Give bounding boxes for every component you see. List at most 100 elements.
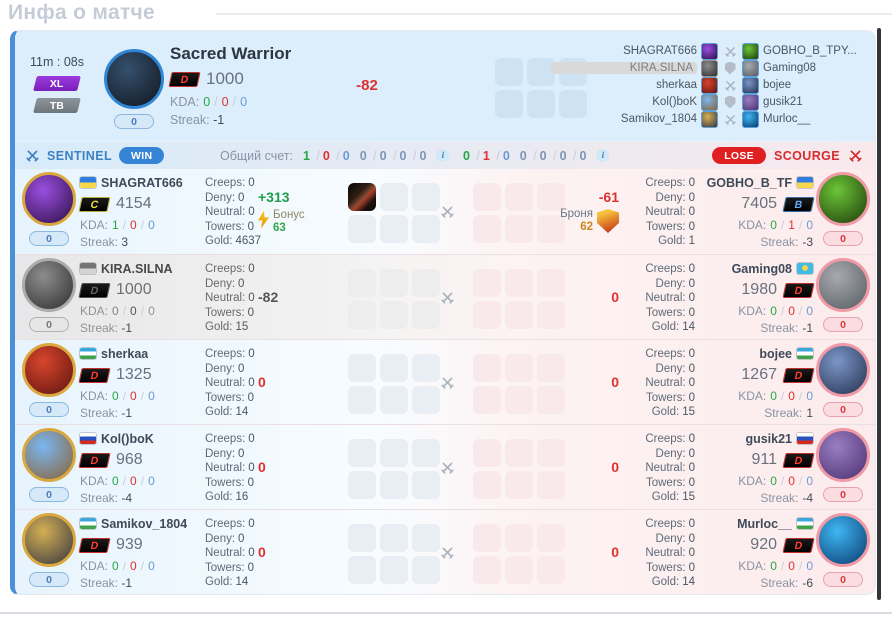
player-name[interactable]: KIRA.SILNA	[101, 261, 173, 276]
scrollbar[interactable]	[877, 28, 881, 600]
roster-player-name[interactable]: Kol()boK	[652, 96, 697, 108]
player-stats: Creeps: 0 Deny: 0 Neutral: 0 Towers: 0 Gold:…	[645, 263, 695, 333]
shield-icon	[724, 95, 736, 109]
item-slot	[473, 215, 501, 243]
sentinel-extra-score: 0000	[360, 149, 427, 163]
country-flag-icon	[797, 263, 813, 274]
player-avatar[interactable]	[816, 513, 870, 567]
item-slots	[473, 354, 565, 414]
roster-player-name[interactable]: Samikov_1804	[620, 113, 697, 125]
player-stats: Creeps: 0 Deny: 0 Neutral: 0 Towers: 0 Gold:…	[645, 348, 695, 418]
item-slot[interactable]	[348, 439, 376, 467]
roster-row: sherkaa bojee	[551, 76, 869, 94]
item-slot[interactable]	[348, 354, 376, 382]
player-rating: 920	[750, 536, 777, 553]
country-flag-icon	[80, 433, 96, 444]
item-slots	[348, 524, 440, 584]
roster-player-name[interactable]: Gaming08	[763, 62, 817, 74]
item-slot	[505, 354, 533, 382]
hero-mini-icon	[701, 42, 718, 60]
player-avatar[interactable]	[22, 513, 76, 567]
item-slot	[412, 524, 440, 552]
info-icon[interactable]	[596, 149, 610, 162]
roster: SHAGRAT666 GOBHO_B_TPY... KIRA.SILNA Gam…	[551, 42, 869, 128]
roster-player-name[interactable]: bojee	[763, 79, 792, 91]
kda-line: KDA: 0/ 0/ 0	[170, 95, 248, 109]
roster-player-name[interactable]: sherkaa	[656, 79, 697, 91]
item-slot	[505, 471, 533, 499]
item-slot	[537, 439, 565, 467]
score-pill: 0	[29, 231, 69, 246]
player-name[interactable]: gusik21	[745, 431, 792, 446]
item-slot	[348, 556, 376, 584]
crossed-swords-icon	[440, 545, 455, 560]
item-slot	[505, 301, 533, 329]
streak-line: Streak: -3	[760, 235, 813, 249]
player-avatar[interactable]	[816, 258, 870, 312]
item-slot	[412, 354, 440, 382]
score-pill: 0	[114, 114, 154, 129]
player-name[interactable]: Murloc__	[737, 516, 792, 531]
player-rating: 939	[116, 536, 143, 553]
info-icon[interactable]	[436, 149, 450, 162]
crossed-swords-icon	[440, 460, 455, 475]
hero-mini-icon	[701, 110, 718, 128]
streak-line: Streak: -1	[80, 321, 133, 335]
item-slot[interactable]	[348, 269, 376, 297]
player-name[interactable]: Samikov_1804	[101, 516, 188, 531]
player-name[interactable]: SHAGRAT666	[101, 175, 183, 190]
item-slot	[527, 90, 555, 118]
player-row: 0 Samikov_1804 D 939 KDA: 0/ 0/ 0 Streak…	[15, 509, 875, 594]
roster-player-name[interactable]: KIRA.SILNA	[551, 62, 697, 74]
rating-delta: 0	[611, 289, 619, 305]
item-slot	[380, 269, 408, 297]
item-slot	[348, 301, 376, 329]
rating-delta: 0	[611, 459, 619, 475]
duel-status-icon	[722, 61, 738, 75]
player-name[interactable]: bojee	[759, 346, 792, 361]
player-avatar[interactable]	[22, 343, 76, 397]
roster-player-name[interactable]: SHAGRAT666	[623, 45, 697, 57]
player-avatar[interactable]	[816, 428, 870, 482]
player-row: 0 Kol()boK D 968 KDA: 0/ 0/ 0 Streak: -4…	[15, 424, 875, 509]
roster-player-name[interactable]: Murloc__	[763, 113, 811, 125]
hero-mini-icon	[742, 110, 759, 128]
country-flag-icon	[80, 177, 96, 188]
rank-medal-badge: B	[782, 196, 815, 212]
hero-mini-icon	[701, 93, 718, 111]
scourge-extra-score: 0000	[520, 149, 587, 163]
rank-medal-badge: D	[782, 537, 815, 553]
player-name[interactable]: Kol()boK	[101, 431, 154, 446]
hero-mini-icon	[742, 42, 759, 60]
country-flag-icon	[80, 263, 96, 274]
country-flag-icon	[80, 518, 96, 529]
score-pill: 0	[29, 487, 69, 502]
roster-player-name[interactable]: gusik21	[763, 96, 803, 108]
item-slot[interactable]	[348, 183, 376, 211]
streak-line: Streak: -1	[80, 406, 133, 420]
item-slot	[527, 58, 555, 86]
item-slot	[380, 386, 408, 414]
player-row: 0 KIRA.SILNA D 1000 KDA: 0/ 0/ 0 Streak:…	[15, 254, 875, 339]
item-slots	[348, 183, 440, 243]
item-slots	[473, 183, 565, 243]
rank-medal-badge: D	[782, 282, 815, 298]
armor-block: Броня 62	[560, 208, 619, 234]
player-avatar[interactable]	[816, 172, 870, 226]
roster-player-name[interactable]: GOBHO_B_TPY...	[763, 45, 857, 57]
player-avatar[interactable]	[22, 172, 76, 226]
player-name[interactable]: Gaming08	[731, 261, 792, 276]
hero-avatar[interactable]	[104, 49, 164, 109]
player-name[interactable]: GOBHO_B_TF	[706, 175, 792, 190]
player-name[interactable]: sherkaa	[101, 346, 149, 361]
item-slot	[505, 556, 533, 584]
score-bar: SENTINEL WIN Общий счет: 100 0000 010 00…	[15, 141, 875, 169]
item-slot	[505, 183, 533, 211]
item-slot[interactable]	[348, 524, 376, 552]
item-slot	[495, 58, 523, 86]
title-divider	[216, 13, 892, 15]
player-avatar[interactable]	[22, 428, 76, 482]
player-stats: Creeps: 0 Deny: 0 Neutral: 0 Towers: 0 Gold:…	[205, 348, 255, 418]
player-avatar[interactable]	[22, 258, 76, 312]
player-avatar[interactable]	[816, 343, 870, 397]
